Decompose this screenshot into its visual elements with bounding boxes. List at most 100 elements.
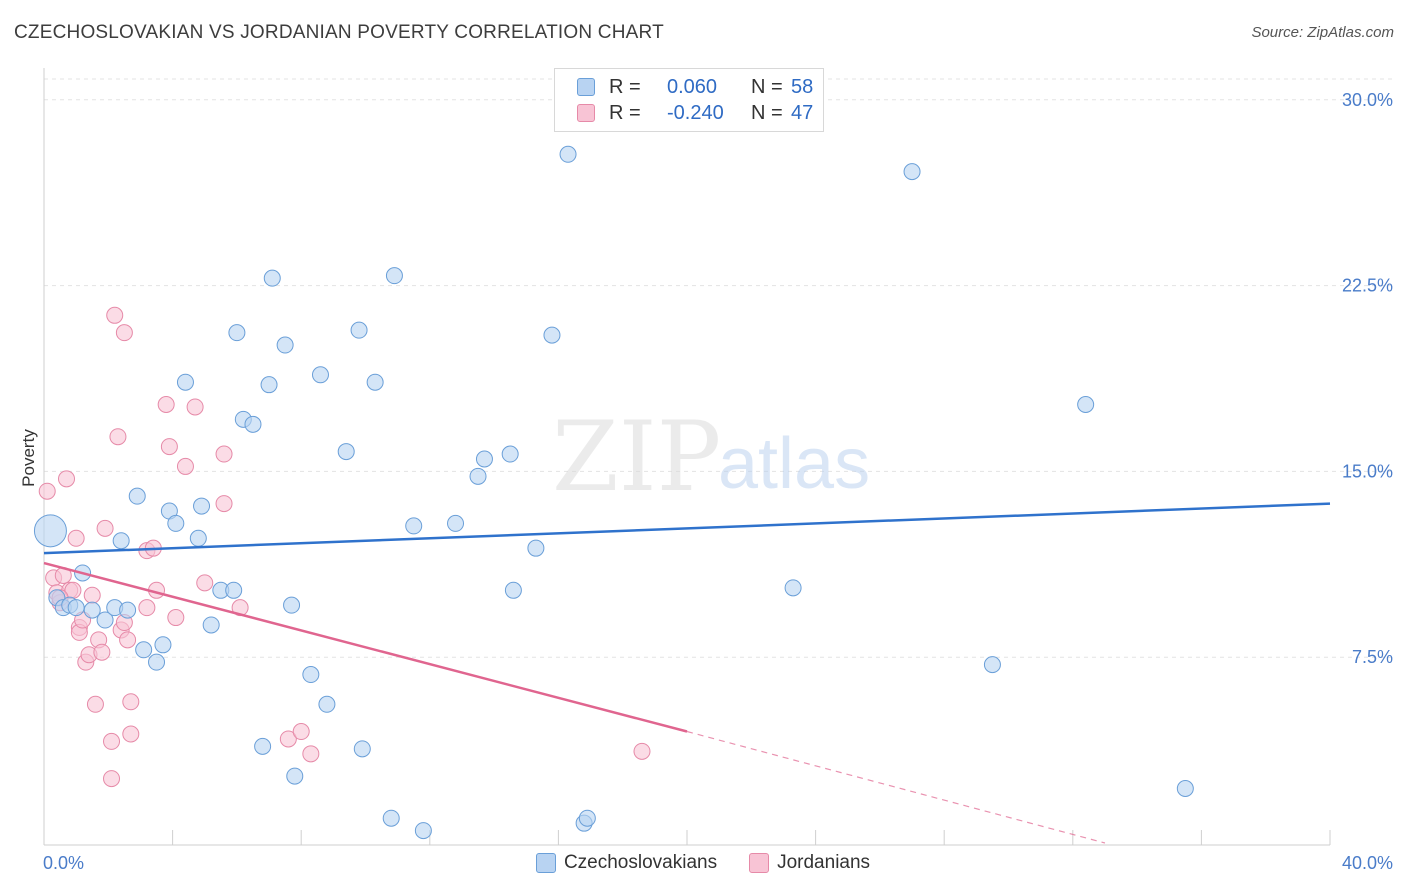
czechoslovakian-point (559, 145, 577, 163)
y-tick-label: 15.0% (1342, 461, 1393, 481)
czechoslovakian-point (112, 532, 130, 550)
jordanian-point (138, 599, 156, 617)
jordanian-point (160, 438, 178, 456)
correlation-legend: R = 0.060 N = 58 R = -0.240 N = 47 (554, 68, 824, 132)
legend-swatch-pink (577, 104, 595, 122)
axes (43, 68, 1331, 846)
czechoslovakian-point (366, 373, 384, 391)
czechoslovakian-point (578, 809, 596, 827)
legend-r-label: R = (609, 75, 641, 98)
czechoslovakians-trend-line (43, 502, 1331, 555)
legend-n-value: 58 (791, 75, 814, 98)
czechoslovakian-point (286, 767, 304, 785)
czechoslovakian-point (350, 321, 368, 339)
legend-n-value: 47 (791, 101, 814, 124)
y-tick-label: 30.0% (1342, 90, 1393, 110)
legend-row-jordanians: R = -0.240 N = 47 (577, 101, 813, 125)
czechoslovakian-point (33, 514, 67, 548)
czechoslovakian-point (189, 529, 207, 547)
czechoslovakian-point (527, 539, 545, 557)
czechoslovakian-point (260, 376, 278, 394)
jordanian-point (292, 723, 310, 741)
jordanian-point (109, 428, 127, 446)
czechoslovakian-point (167, 514, 185, 532)
jordanian-point (103, 732, 121, 750)
czechoslovakian-point (501, 445, 519, 463)
czechoslovakian-point (382, 809, 400, 827)
czechoslovakian-point (135, 641, 153, 659)
jordanian-point (186, 398, 204, 416)
legend-label-jordanians: Jordanians (777, 852, 871, 873)
czechoslovakian-point (148, 653, 166, 671)
jordanians-trend-line (43, 561, 688, 733)
x-tick-label: 40.0% (1342, 853, 1393, 873)
jordanian-point (122, 693, 140, 711)
jordanian-point (215, 445, 233, 463)
czechoslovakians-points (33, 145, 1194, 840)
gridlines (44, 78, 1392, 658)
jordanians-trend-extension (686, 730, 1106, 844)
jordanians-points (38, 306, 651, 788)
jordanian-point (93, 643, 111, 661)
legend-swatch-blue (577, 78, 595, 96)
jordanian-point (633, 742, 651, 760)
legend-r-label: R = (609, 101, 641, 124)
jordanian-point (103, 770, 121, 788)
czechoslovakian-point (469, 467, 487, 485)
czechoslovakian-point (244, 415, 262, 433)
y-tick-label: 22.5% (1342, 276, 1393, 296)
jordanian-point (86, 695, 104, 713)
czechoslovakian-point (1176, 779, 1194, 797)
y-axis-label: Poverty (19, 429, 38, 487)
jordanian-point (119, 631, 137, 649)
jordanian-point (196, 574, 214, 592)
jordanian-point (157, 395, 175, 413)
jordanian-point (302, 745, 320, 763)
czechoslovakian-point (96, 611, 114, 629)
jordanian-point (38, 482, 56, 500)
jordanian-point (122, 725, 140, 743)
source-label: Source: ZipAtlas.com (1251, 24, 1394, 41)
x-tick-label: 0.0% (43, 853, 84, 873)
czechoslovakian-point (311, 366, 329, 384)
jordanian-point (58, 470, 76, 488)
czechoslovakian-point (504, 581, 522, 599)
czechoslovakian-point (414, 822, 432, 840)
czechoslovakian-point (276, 336, 294, 354)
czechoslovakian-point (254, 737, 272, 755)
legend-swatch-blue (535, 853, 556, 873)
czechoslovakian-point (784, 579, 802, 597)
czechoslovakian-point (263, 269, 281, 287)
jordanian-point (167, 609, 185, 627)
czechoslovakian-point (447, 514, 465, 532)
trend-lines (43, 502, 1331, 844)
czechoslovakian-point (318, 695, 336, 713)
legend-item-jordanians[interactable]: Jordanians (749, 852, 870, 874)
legend-n-label: N = (751, 101, 783, 124)
czechoslovakian-point (543, 326, 561, 344)
czechoslovakian-point (353, 740, 371, 758)
jordanian-point (279, 730, 297, 748)
czechoslovakian-point (193, 497, 211, 515)
czechoslovakian-point (1077, 395, 1095, 413)
jordanian-point (176, 457, 194, 475)
y-tick-label: 7.5% (1352, 647, 1393, 667)
legend-r-value: -0.240 (667, 101, 724, 124)
watermark-atlas: atlas (718, 424, 870, 504)
czechoslovakian-point (283, 596, 301, 614)
legend-item-czechoslovakians[interactable]: Czechoslovakians (535, 852, 717, 874)
czechoslovakian-point (228, 324, 246, 342)
series-legend: Czechoslovakians Jordanians (0, 852, 1406, 874)
czechoslovakian-point (302, 666, 320, 684)
czechoslovakian-point (903, 163, 921, 181)
czechoslovakian-point (119, 601, 137, 619)
jordanian-point (115, 324, 133, 342)
legend-n-label: N = (751, 75, 783, 98)
chart-title: CZECHOSLOVAKIAN VS JORDANIAN POVERTY COR… (14, 22, 664, 43)
czechoslovakian-point (202, 616, 220, 634)
jordanian-point (96, 519, 114, 537)
jordanian-point (83, 586, 101, 604)
legend-swatch-pink (749, 853, 770, 873)
czechoslovakian-point (154, 636, 172, 654)
czechoslovakian-point (983, 656, 1001, 674)
